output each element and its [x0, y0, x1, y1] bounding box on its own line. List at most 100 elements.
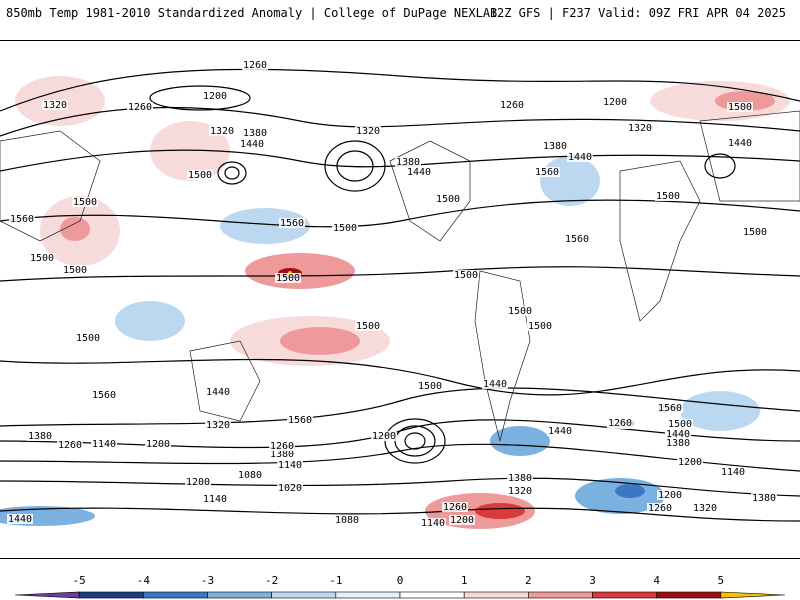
legend-swatch: [335, 591, 401, 599]
run-valid-info: 12Z GFS | F237 Valid: 09Z FRI APR 04 202…: [489, 6, 786, 20]
legend-tick-label: -4: [137, 574, 151, 587]
contour-label-bg: [607, 418, 633, 428]
coastlines: [0, 110, 800, 442]
contour-label-bg: [567, 152, 593, 162]
contour-label: 1500: [656, 191, 680, 202]
contour-label: 1500: [743, 227, 767, 238]
contour-label-bg: [482, 379, 508, 389]
contour-label: 1200: [658, 490, 682, 501]
contour-label-bg: [62, 265, 88, 275]
contour-label-bg: [727, 102, 753, 112]
contour-label-bg: [406, 167, 432, 177]
contour-label: 1260: [443, 502, 467, 513]
contour-label-bg: [692, 503, 718, 513]
legend-tick-label: -2: [265, 574, 278, 587]
contour-label: 1440: [728, 138, 752, 149]
legend-tick-label: 4: [653, 574, 660, 587]
contour-label-bg: [334, 515, 360, 525]
legend-swatch: [143, 591, 208, 599]
contour-label: 1200: [450, 515, 474, 526]
color-legend: -5 -4 -3 -2 -1 0 1 2 3 4 5: [14, 574, 786, 599]
map-title: 850mb Temp 1981-2010 Standardized Anomal…: [6, 6, 498, 20]
contour-label-bg: [72, 197, 98, 207]
legend-color-bar: [14, 591, 786, 599]
contour-label-bg: [627, 123, 653, 133]
contour-label: 1560: [280, 218, 304, 229]
contour-label: 1500: [63, 265, 87, 276]
contour-label: 1440: [483, 379, 507, 390]
contour-label: 1140: [721, 467, 745, 478]
legend-swatch: [207, 591, 272, 599]
contour-label: 1140: [92, 439, 116, 450]
contour-label-bg: [435, 194, 461, 204]
legend-tick-label: 3: [589, 574, 596, 587]
contour-label-bg: [275, 273, 301, 283]
contour-label: 1560: [565, 234, 589, 245]
contour-label-bg: [277, 460, 303, 470]
contour-label: 1200: [203, 91, 227, 102]
contour-label-bg: [527, 321, 553, 331]
contour-label: 1500: [528, 321, 552, 332]
contour-label: 1500: [188, 170, 212, 181]
contour-label-bg: [27, 431, 53, 441]
contour-label: 1440: [666, 429, 690, 440]
contour-label-bg: [91, 439, 117, 449]
contour-label-bg: [602, 97, 628, 107]
contour-label: 1200: [603, 97, 627, 108]
contour-label: 1320: [693, 503, 717, 514]
contour-label-bg: [127, 102, 153, 112]
contour-label: 1260: [500, 100, 524, 111]
contour-label: 1080: [238, 470, 262, 481]
contour-label-bg: [355, 126, 381, 136]
contour-label: 1260: [270, 441, 294, 452]
contour-label-bg: [507, 473, 533, 483]
contour-label-bg: [371, 431, 397, 441]
contour-label: 1140: [278, 460, 302, 471]
contour-label: 1380: [270, 449, 294, 460]
contour-label-bg: [242, 128, 268, 138]
contour-label: 1380: [666, 438, 690, 449]
contour-label-bg: [237, 470, 263, 480]
legend-tick-label: -1: [329, 574, 342, 587]
contour-label: 1320: [356, 126, 380, 137]
contour-label-bg: [269, 449, 295, 459]
contour-label: 1320: [43, 100, 67, 111]
contour-label: 1260: [243, 60, 267, 71]
contour-label: 1500: [356, 321, 380, 332]
contour-label-bg: [242, 60, 268, 70]
contour-label-bg: [564, 234, 590, 244]
legend-swatch: [592, 591, 657, 599]
contour-label-bg: [9, 214, 35, 224]
contour-label-bg: [499, 100, 525, 110]
contour-label: 1320: [508, 486, 532, 497]
contour-label: 1440: [240, 139, 264, 150]
contour-label: 1500: [668, 419, 692, 430]
contour-label: 1500: [508, 306, 532, 317]
contour-label-bg: [42, 100, 68, 110]
contour-label: 1260: [128, 102, 152, 113]
legend-swatch: [656, 591, 722, 599]
legend-tick-label: 2: [525, 574, 532, 587]
contour-label: 1380: [243, 128, 267, 139]
contour-label: 1560: [535, 167, 559, 178]
contour-label: 1320: [628, 123, 652, 134]
contour-label-bg: [239, 139, 265, 149]
contour-label-bg: [205, 387, 231, 397]
contour-label-bg: [287, 415, 313, 425]
contour-label: 1380: [543, 141, 567, 152]
contour-label-bg: [332, 223, 358, 233]
legend-swatch: [720, 591, 786, 599]
contour-label: 1560: [10, 214, 34, 225]
legend-swatch: [78, 591, 144, 599]
contour-label-bg: [727, 138, 753, 148]
contour-label-bg: [202, 494, 228, 504]
contour-label-bg: [453, 270, 479, 280]
contour-label: 1380: [752, 493, 776, 504]
legend-swatch: [14, 591, 80, 599]
contour-label-bg: [75, 333, 101, 343]
legend-swatch: [399, 591, 465, 599]
contour-label: 1440: [206, 387, 230, 398]
contour-label: 1500: [276, 273, 300, 284]
contour-label-bg: [657, 490, 683, 500]
legend-tick-labels: -5 -4 -3 -2 -1 0 1 2 3 4 5: [73, 574, 725, 587]
